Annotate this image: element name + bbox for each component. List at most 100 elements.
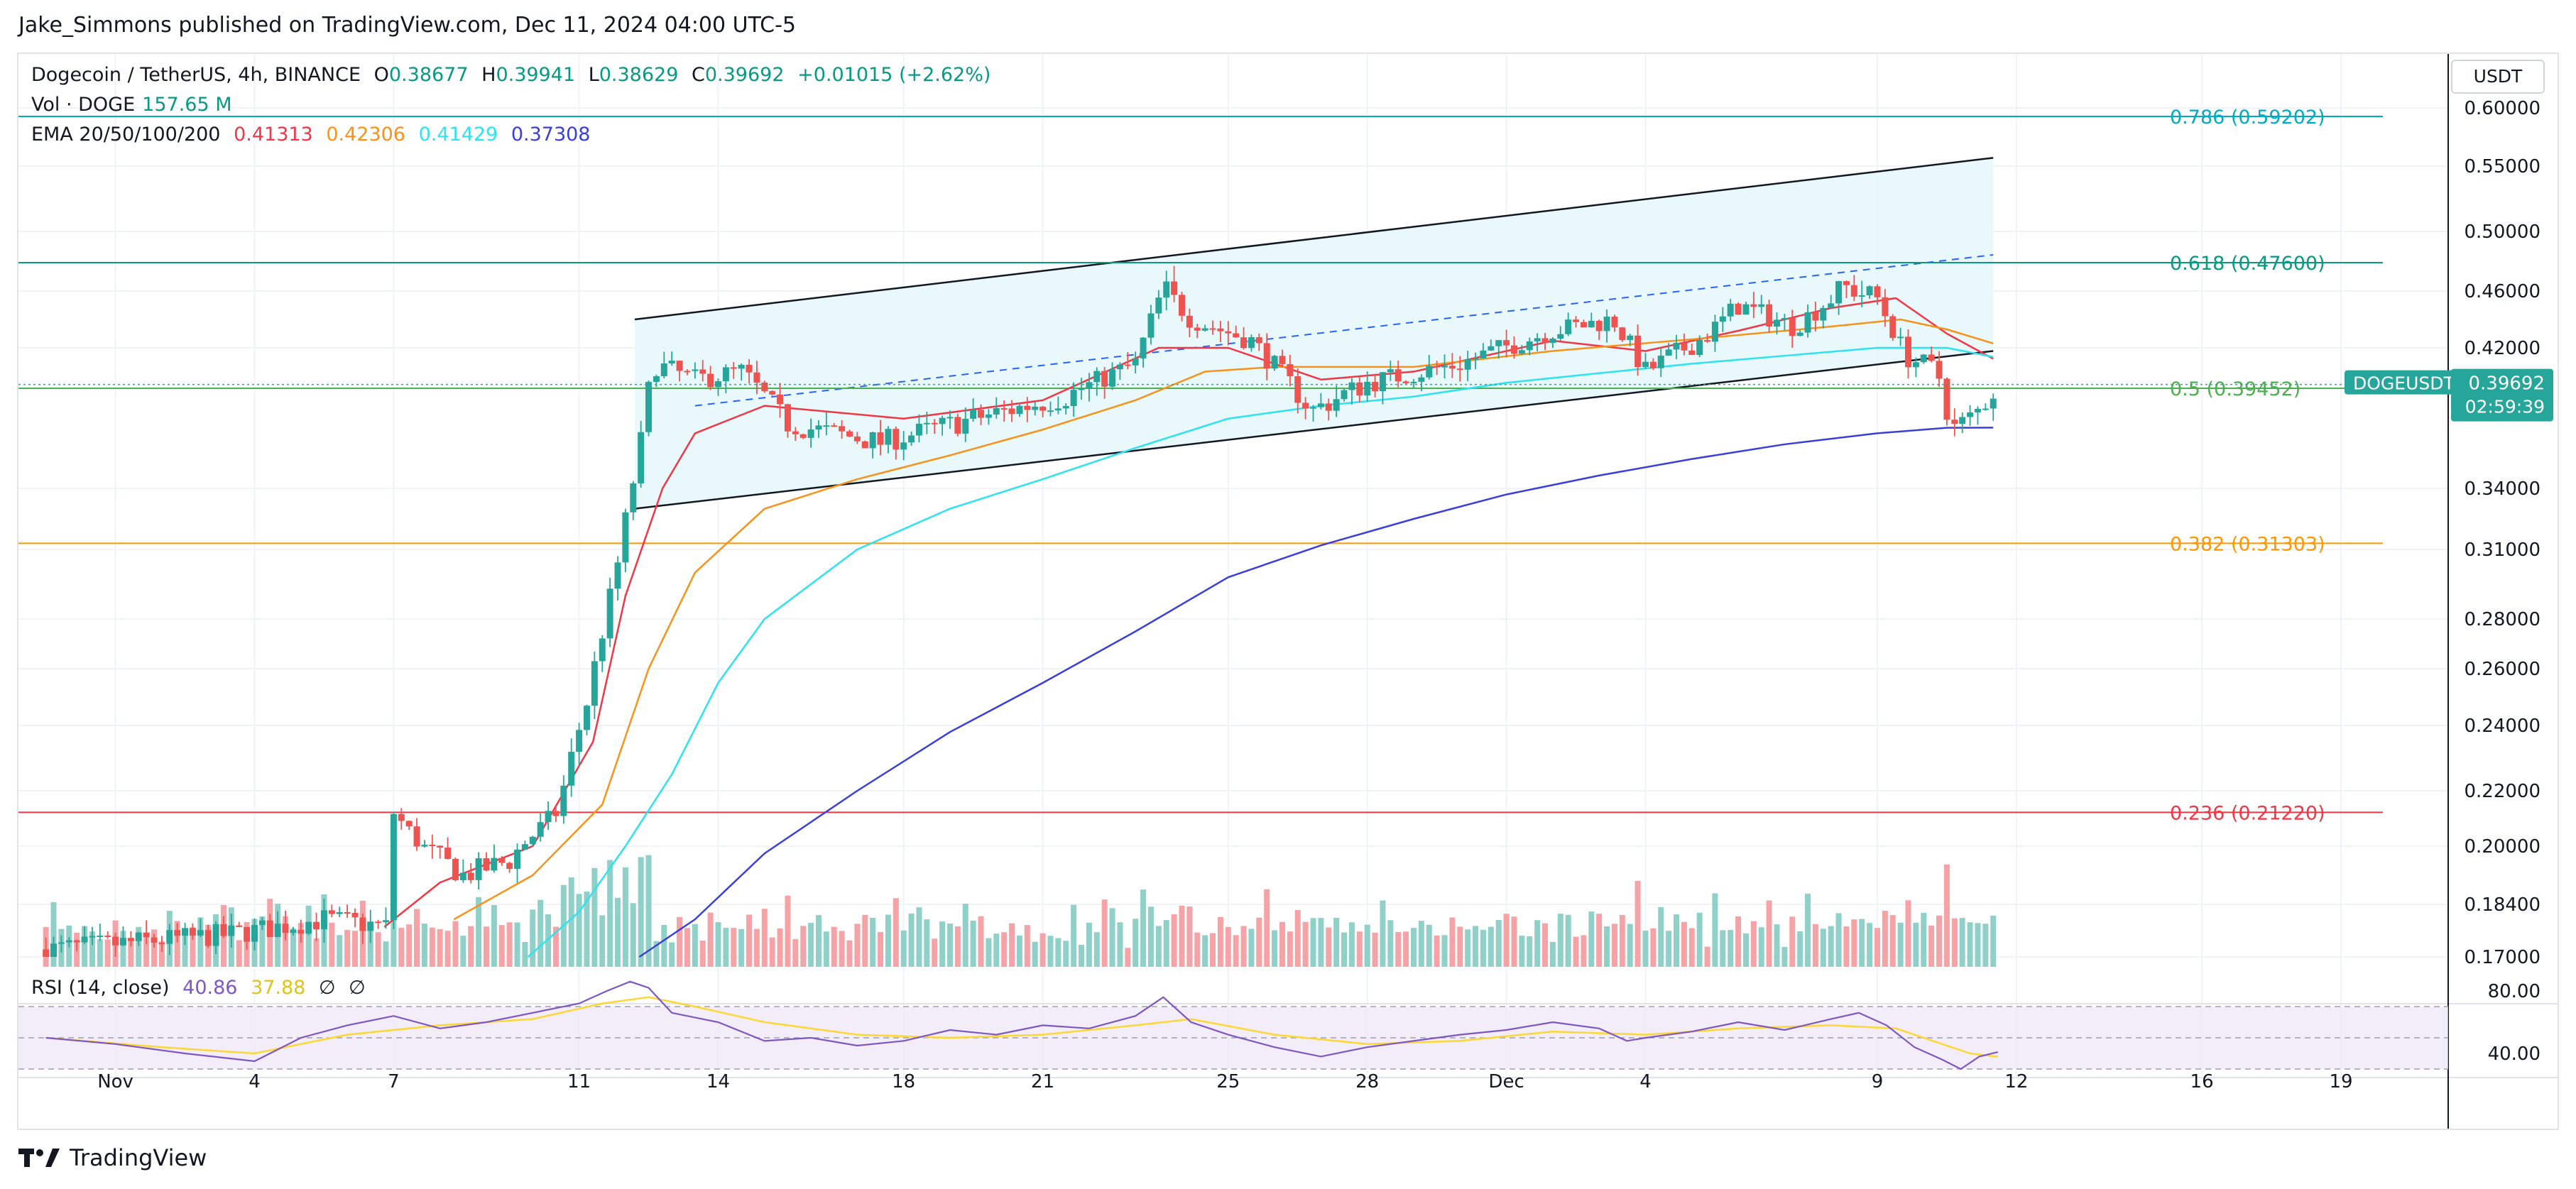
candle-body[interactable] <box>978 410 985 418</box>
candle-body[interactable] <box>1905 336 1912 368</box>
candle-body[interactable] <box>151 937 158 943</box>
candle-body[interactable] <box>127 938 134 941</box>
candle-body[interactable] <box>50 943 58 957</box>
candle-body[interactable] <box>1588 320 1595 328</box>
fibonacci-levels[interactable]: 0.786 (0.59202) 0.618 (0.47600) 0.5 (0.394… <box>18 106 2383 824</box>
candle-body[interactable] <box>491 857 498 871</box>
candle-body[interactable] <box>1480 350 1487 358</box>
candle-body[interactable] <box>1627 335 1634 340</box>
candle-body[interactable] <box>158 943 165 945</box>
candle-body[interactable] <box>1897 336 1904 339</box>
candle-body[interactable] <box>560 785 567 816</box>
candle-body[interactable] <box>1673 342 1680 350</box>
candle-body[interactable] <box>521 844 528 850</box>
candle-body[interactable] <box>1062 406 1069 409</box>
candle-body[interactable] <box>993 407 1000 415</box>
candle-body[interactable] <box>1008 408 1015 415</box>
tradingview-logo[interactable]: TradingView <box>18 1144 207 1171</box>
candle-body[interactable] <box>1441 366 1448 368</box>
candle-body[interactable] <box>405 821 413 827</box>
candle-body[interactable] <box>1456 368 1463 371</box>
candle-body[interactable] <box>81 936 88 943</box>
candle-body[interactable] <box>1325 403 1332 411</box>
candle-body[interactable] <box>1163 281 1170 298</box>
candle-body[interactable] <box>660 363 667 377</box>
candle-body[interactable] <box>869 432 876 449</box>
candle-body[interactable] <box>1070 390 1077 407</box>
candle-body[interactable] <box>1372 381 1379 392</box>
candle-body[interactable] <box>606 588 613 639</box>
candle-body[interactable] <box>1503 340 1510 346</box>
candle-body[interactable] <box>1271 356 1278 369</box>
candle-body[interactable] <box>1812 312 1819 321</box>
candle-body[interactable] <box>885 429 892 445</box>
candle-body[interactable] <box>1665 349 1672 356</box>
candle-body[interactable] <box>437 845 444 848</box>
candle-body[interactable] <box>320 910 327 930</box>
candle-body[interactable] <box>591 661 598 706</box>
candle-body[interactable] <box>1341 390 1348 400</box>
candle-body[interactable] <box>1843 281 1850 285</box>
candle-body[interactable] <box>1418 377 1425 382</box>
channel-lower-line[interactable] <box>634 350 1994 510</box>
candle-body[interactable] <box>1147 313 1155 338</box>
price-chart[interactable]: 0.786 (0.59202) 0.618 (0.47600) 0.5 (0.394… <box>18 54 2558 1129</box>
candle-body[interactable] <box>645 382 653 432</box>
candle-body[interactable] <box>684 371 691 373</box>
candle-body[interactable] <box>707 373 714 388</box>
candle-body[interactable] <box>204 930 212 946</box>
candle-body[interactable] <box>258 920 266 926</box>
candle-body[interactable] <box>1882 297 1889 317</box>
candle-body[interactable] <box>1920 354 1927 363</box>
candle-body[interactable] <box>900 442 907 450</box>
candle-body[interactable] <box>1410 381 1417 383</box>
candle-body[interactable] <box>506 862 513 870</box>
candle-body[interactable] <box>784 404 791 432</box>
candle-body[interactable] <box>676 361 683 371</box>
candle-body[interactable] <box>1766 304 1773 327</box>
candle-body[interactable] <box>274 924 281 938</box>
candle-body[interactable] <box>1448 366 1456 369</box>
candle-body[interactable] <box>1750 304 1757 307</box>
candle-body[interactable] <box>1294 376 1301 403</box>
candle-body[interactable] <box>1611 317 1618 328</box>
candle-body[interactable] <box>893 429 900 450</box>
candle-body[interactable] <box>1634 335 1642 367</box>
candle-body[interactable] <box>699 369 706 374</box>
candle-body[interactable] <box>514 849 521 870</box>
candle-body[interactable] <box>962 418 969 434</box>
candle-body[interactable] <box>1619 327 1626 340</box>
candle-body[interactable] <box>97 936 104 938</box>
candle-body[interactable] <box>1603 317 1610 332</box>
candle-body[interactable] <box>1240 337 1248 349</box>
candle-body[interactable] <box>174 930 181 936</box>
candle-body[interactable] <box>1595 320 1603 332</box>
candle-body[interactable] <box>1774 319 1781 327</box>
candle-body[interactable] <box>1395 369 1402 382</box>
candle-body[interactable] <box>1093 371 1101 383</box>
candle-body[interactable] <box>954 417 961 434</box>
candle-body[interactable] <box>390 813 397 921</box>
candle-body[interactable] <box>112 936 119 946</box>
candle-body[interactable] <box>228 925 235 936</box>
candle-body[interactable] <box>135 932 142 941</box>
candle-body[interactable] <box>769 390 776 395</box>
candle-body[interactable] <box>630 483 637 513</box>
candle-body[interactable] <box>1974 408 1981 412</box>
candle-body[interactable] <box>182 928 189 936</box>
candle-body[interactable] <box>336 911 343 914</box>
candle-body[interactable] <box>1317 403 1324 407</box>
candle-body[interactable] <box>614 562 621 589</box>
candle-body[interactable] <box>1086 382 1093 389</box>
candle-body[interactable] <box>583 706 590 730</box>
candle-body[interactable] <box>1402 381 1409 383</box>
candle-body[interactable] <box>1255 337 1262 344</box>
candle-body[interactable] <box>1681 342 1688 351</box>
candle-body[interactable] <box>1032 406 1039 410</box>
candle-body[interactable] <box>1302 402 1309 409</box>
candle-body[interactable] <box>236 925 243 928</box>
candle-body[interactable] <box>777 394 784 405</box>
candle-body[interactable] <box>1889 316 1896 339</box>
candle-body[interactable] <box>1789 318 1796 336</box>
candle-body[interactable] <box>1279 356 1286 364</box>
